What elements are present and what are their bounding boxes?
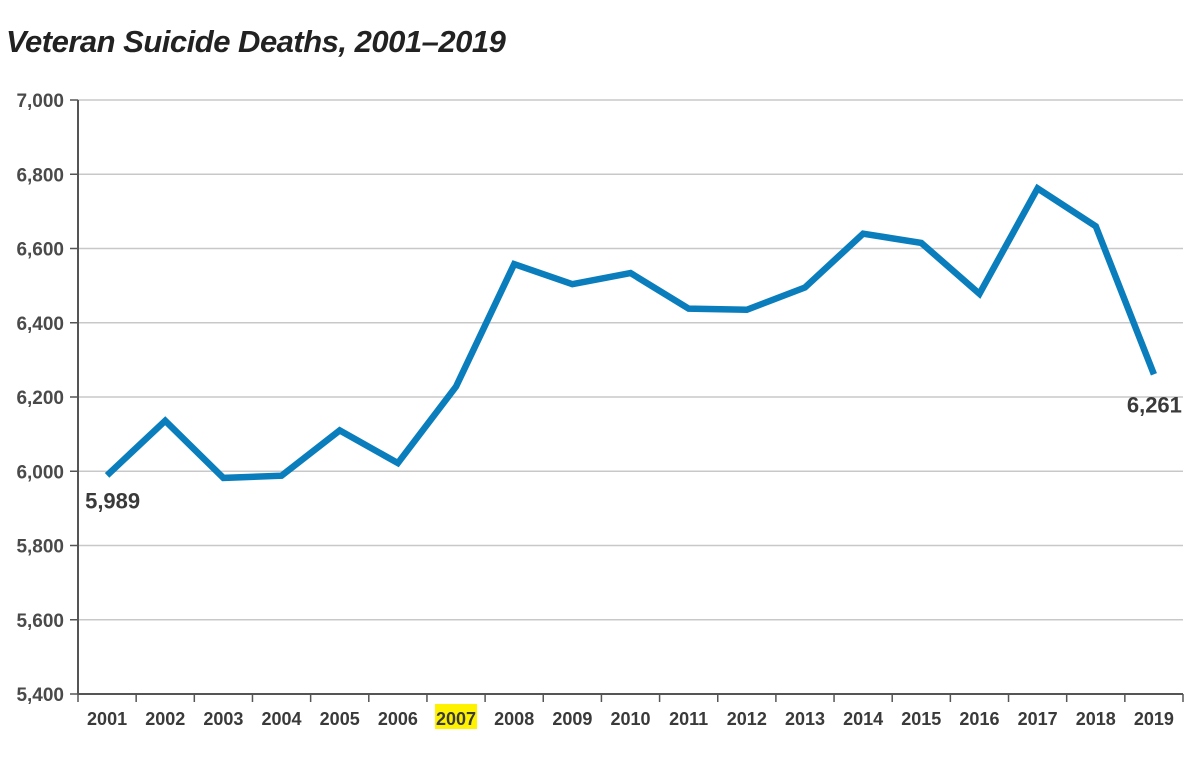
gridlines bbox=[78, 99, 1183, 621]
x-tick-label: 2009 bbox=[552, 709, 592, 729]
x-tick-label: 2016 bbox=[959, 709, 999, 729]
data-label: 6,261 bbox=[1127, 392, 1182, 417]
y-tick-label: 6,200 bbox=[16, 388, 64, 409]
data-labels: 5,989 6,261 bbox=[85, 392, 1182, 513]
y-tick-label: 5,800 bbox=[16, 537, 64, 558]
x-tick-label: 2019 bbox=[1134, 709, 1174, 729]
x-tick-label: 2013 bbox=[785, 709, 825, 729]
axes bbox=[70, 99, 1184, 702]
series bbox=[104, 183, 1157, 482]
y-tick-label: 5,600 bbox=[16, 611, 64, 632]
series-line bbox=[104, 183, 1157, 482]
data-label: 5,989 bbox=[85, 488, 140, 513]
x-tick-label: 2018 bbox=[1076, 709, 1116, 729]
x-tick-label: 2014 bbox=[843, 709, 883, 729]
x-tick-label: 2015 bbox=[901, 709, 941, 729]
x-tick-label: 2004 bbox=[262, 709, 302, 729]
y-tick-label: 6,400 bbox=[16, 314, 64, 335]
highlight-2007 bbox=[435, 704, 478, 729]
x-tick-label: 2007 bbox=[436, 709, 476, 729]
x-tick-label: 2010 bbox=[610, 709, 650, 729]
y-axis-ticks: 5,400 5,600 5,800 6,000 6,200 6,400 6,600 6,800… bbox=[16, 91, 64, 706]
x-tick-label: 2017 bbox=[1018, 709, 1058, 729]
y-tick-label: 6,000 bbox=[16, 462, 64, 483]
x-axis-ticks: 2001 2002 2003 2004 2005 2006 2007 2008 2009 2010… bbox=[87, 704, 1174, 729]
x-tick-label: 2005 bbox=[320, 709, 360, 729]
x-tick-label: 2001 bbox=[87, 709, 127, 729]
y-tick-label: 5,400 bbox=[16, 685, 64, 706]
y-tick-label: 6,600 bbox=[16, 240, 64, 261]
x-tick-label: 2006 bbox=[378, 709, 418, 729]
chart-title: Veteran Suicide Deaths, 2001–2019 bbox=[6, 24, 506, 59]
x-tick-label: 2011 bbox=[669, 709, 708, 729]
x-tick-label: 2003 bbox=[203, 709, 243, 729]
x-tick-label: 2002 bbox=[145, 709, 185, 729]
x-tick-label: 2008 bbox=[494, 709, 534, 729]
y-tick-label: 6,800 bbox=[16, 165, 64, 186]
y-tick-label: 7,000 bbox=[16, 91, 64, 112]
x-tick-label: 2012 bbox=[727, 709, 767, 729]
